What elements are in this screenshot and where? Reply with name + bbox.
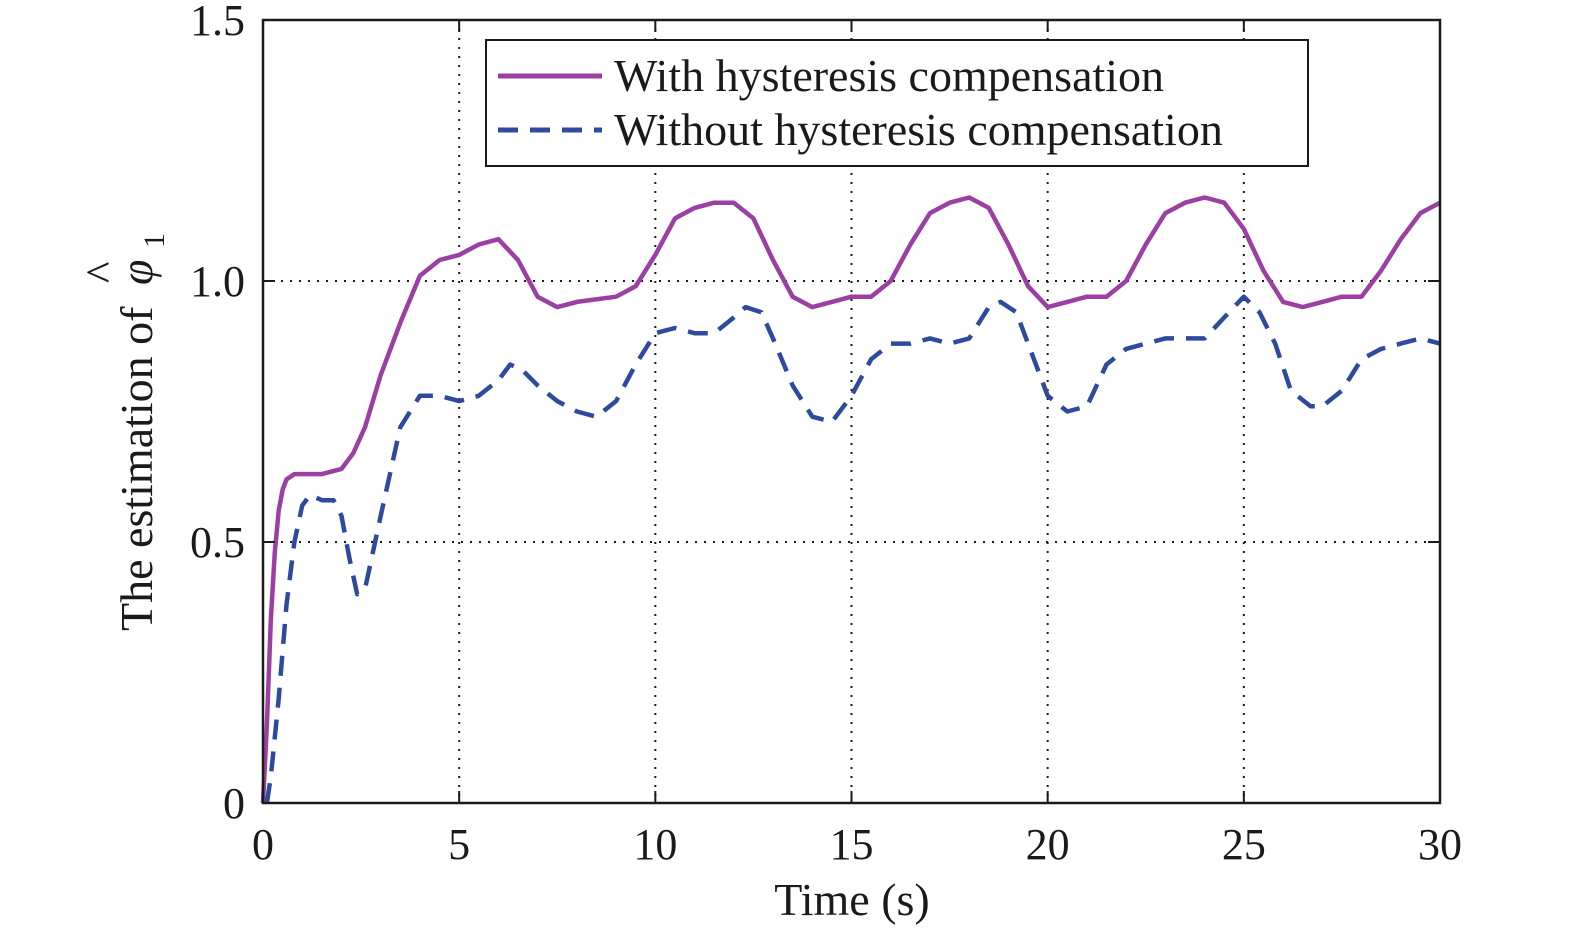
x-tick-label: 15 <box>830 820 874 869</box>
y-tick-label: 1.0 <box>190 257 245 306</box>
x-tick-label: 0 <box>252 820 274 869</box>
y-tick-label: 0.5 <box>190 518 245 567</box>
x-axis-label: Time (s) <box>774 874 930 925</box>
series-lines <box>260 195 1442 804</box>
x-tick-label: 30 <box>1418 820 1462 869</box>
x-tick-label: 25 <box>1222 820 1266 869</box>
y-tick-label: 0 <box>223 779 245 828</box>
series-line-0 <box>260 195 1442 804</box>
y-axis-label-hat: ^ <box>76 261 127 283</box>
legend-label-without-compensation: Without hysteresis compensation <box>614 104 1223 155</box>
y-axis-label-subscript: 1 <box>138 233 171 248</box>
x-tick-label: 20 <box>1026 820 1070 869</box>
y-axis-label-symbol: φ <box>111 260 162 285</box>
legend-box <box>485 39 1309 167</box>
axis-ticks: 0 5 10 15 20 25 30 0 0.5 1.0 1.5 <box>190 0 1462 869</box>
x-tick-label: 5 <box>448 820 470 869</box>
y-tick-label: 1.5 <box>190 0 245 45</box>
x-tick-label: 10 <box>633 820 677 869</box>
svg-text:The estimation of φ: The estimation of φ 1 <box>111 233 171 631</box>
legend: With hysteresis compensation Without hys… <box>485 39 1309 167</box>
legend-label-with-compensation: With hysteresis compensation <box>614 50 1164 101</box>
series-line-1 <box>264 294 1441 804</box>
y-axis-label: The estimation of φ 1 ^ <box>76 233 171 631</box>
y-axis-label-text: The estimation of <box>111 306 162 631</box>
